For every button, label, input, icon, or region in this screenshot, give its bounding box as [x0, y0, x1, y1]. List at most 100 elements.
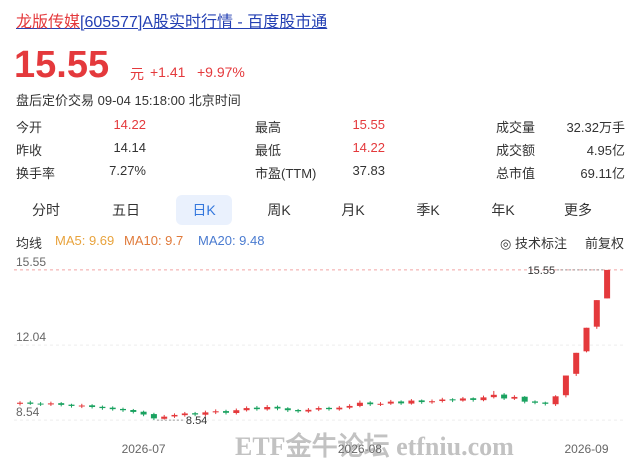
candle-body	[150, 414, 157, 419]
stat-label: 市盈(TTM)	[255, 166, 317, 181]
y-tick-label: 8.54	[16, 405, 40, 419]
candle-body	[604, 269, 611, 299]
stat-label: 今开	[16, 120, 43, 135]
ma5: MA5: 9.69	[55, 233, 115, 248]
candle-body	[223, 411, 229, 413]
stat-value: 32.32万手	[566, 120, 625, 135]
stat-label: 总市值	[496, 166, 536, 181]
candle-body	[562, 375, 569, 396]
tab[interactable]: 五日	[112, 202, 140, 218]
stat-label: 成交量	[496, 120, 536, 135]
candle-body	[264, 407, 271, 410]
min-label: 8.54	[186, 415, 207, 427]
change-pct: +9.97%	[197, 64, 245, 80]
candle-body	[284, 408, 291, 411]
candle-body	[511, 396, 518, 399]
candle-body	[171, 414, 178, 417]
title-link[interactable]: 龙版传媒[605577]A股实时行情 - 百度股市通	[16, 8, 327, 32]
candle-body	[243, 408, 250, 411]
candle-body	[552, 396, 559, 405]
price: 15.55	[14, 44, 110, 86]
change: +1.41	[150, 64, 186, 80]
candle-body	[27, 402, 34, 404]
tab[interactable]: 周K	[267, 202, 291, 218]
candle-body	[274, 406, 281, 409]
candle-body	[418, 400, 425, 403]
ma20: MA20: 9.48	[198, 233, 265, 248]
stat-label: 成交额	[496, 143, 536, 158]
stat-label: 最高	[255, 120, 282, 135]
stock-name: 龙版传媒	[16, 14, 81, 31]
candle-body	[120, 408, 126, 411]
candle-body	[295, 410, 302, 412]
candle-body	[367, 402, 374, 405]
adjust[interactable]: 前复权	[585, 236, 625, 251]
title: [605577]A股实时行情 - 百度股市通	[80, 14, 328, 31]
candle-body	[161, 416, 168, 419]
candle-body	[78, 405, 85, 407]
candle-body	[377, 403, 384, 405]
candle-body	[253, 407, 260, 410]
candle-body	[89, 405, 96, 408]
candle-body	[315, 408, 322, 410]
candle-body	[130, 410, 137, 412]
candle-body	[212, 411, 219, 413]
tab[interactable]: 分时	[32, 202, 60, 218]
candle-body	[429, 401, 435, 403]
stat-value: 14.22	[113, 117, 146, 132]
tab[interactable]: 月K	[341, 202, 365, 218]
candle-body	[305, 409, 312, 412]
tool-label: 技术标注	[514, 236, 567, 251]
candle-body	[109, 407, 116, 410]
stat-value: 4.95亿	[586, 143, 625, 158]
candle-body	[583, 327, 590, 352]
candle-body	[99, 406, 106, 409]
stat-label: 最低	[255, 143, 282, 158]
tool[interactable]: ◎ 技术标注	[500, 236, 567, 251]
candle-body	[459, 398, 466, 401]
candle-body	[480, 397, 487, 401]
candle-body	[233, 410, 240, 414]
candle-body	[47, 403, 54, 405]
candle-body	[326, 407, 332, 410]
stat-value: 7.27%	[109, 163, 146, 178]
stat-label: 换手率	[16, 166, 56, 181]
unit: 元	[130, 66, 144, 82]
candle-body	[181, 413, 188, 416]
tab[interactable]: 年K	[491, 202, 515, 218]
candle-body	[542, 402, 549, 404]
candle-body	[398, 401, 405, 404]
candle-body	[387, 401, 394, 404]
candle-body	[37, 403, 44, 405]
stat-value: 37.83	[352, 163, 385, 178]
candle-body	[573, 352, 580, 374]
y-tick-label: 12.04	[16, 330, 46, 344]
candle-body	[449, 399, 456, 401]
y-tick-label: 15.55	[16, 255, 46, 269]
tab[interactable]: 日K	[176, 195, 232, 225]
ma-label: 均线	[16, 236, 43, 251]
candle-body	[68, 404, 75, 406]
x-tick-label: 2026-07	[122, 442, 166, 456]
candle-body	[17, 402, 23, 404]
candle-body	[140, 411, 147, 415]
candle-body	[501, 394, 508, 399]
candle-body	[470, 398, 477, 400]
candle-body	[532, 401, 538, 403]
watermark: ETF金牛论坛 etfniu.com	[235, 432, 514, 461]
tab[interactable]: 更多	[564, 202, 592, 218]
candle-body	[356, 402, 363, 406]
candle-body	[336, 407, 343, 410]
candle-body	[521, 396, 528, 402]
stat-label: 昨收	[16, 143, 43, 158]
candle-body	[439, 399, 446, 402]
x-tick-label: 2026-08	[338, 442, 382, 456]
candle-body	[593, 300, 600, 327]
candle-body	[346, 405, 353, 408]
stat-value: 15.55	[352, 117, 385, 132]
stat-value: 14.14	[113, 140, 146, 155]
tab[interactable]: 季K	[416, 202, 440, 218]
candle-body	[490, 394, 497, 398]
max-label: 15.55	[528, 265, 556, 277]
